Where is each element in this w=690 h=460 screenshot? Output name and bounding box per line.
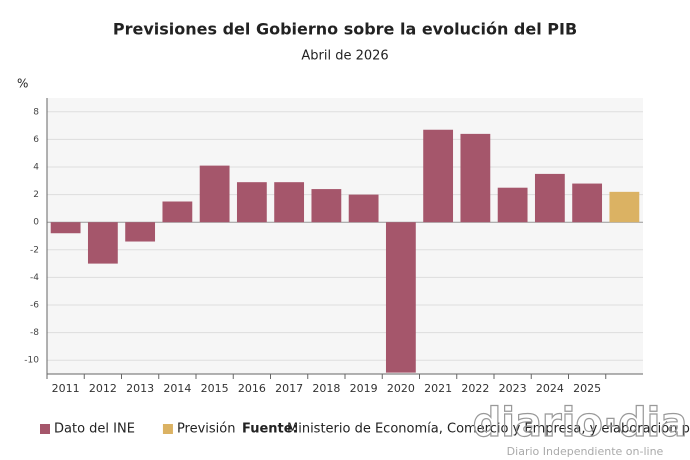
- legend-swatch: [162, 424, 173, 434]
- y-tick-label: 2: [33, 190, 39, 200]
- x-tick-label: 2017: [275, 382, 303, 395]
- x-tick-label: 2011: [52, 382, 80, 395]
- x-tick-label: 2023: [499, 382, 527, 395]
- y-tick-label: 6: [33, 135, 39, 145]
- x-tick-label: 2014: [163, 382, 191, 395]
- x-tick-label: 2021: [424, 382, 452, 395]
- bar: [274, 182, 305, 223]
- y-tick-label: -2: [30, 245, 39, 255]
- bar: [460, 133, 491, 223]
- watermark-sub: Diario Independiente on-line: [507, 445, 664, 458]
- bar: [162, 201, 193, 223]
- x-tick-label: 2013: [126, 382, 154, 395]
- bar: [125, 222, 156, 242]
- watermark: diario·dia: [473, 400, 688, 446]
- y-tick-label: 4: [33, 163, 39, 173]
- y-tick-label: -4: [30, 273, 39, 283]
- y-tick-label: -8: [30, 328, 39, 338]
- legend-label: Dato del INE: [54, 422, 135, 437]
- chart-title: Previsiones del Gobierno sobre la evoluc…: [113, 20, 577, 39]
- x-tick-label: 2025: [573, 382, 601, 395]
- bar: [423, 129, 454, 223]
- x-tick-label: 2019: [350, 382, 378, 395]
- x-tick-label: 2020: [387, 382, 415, 395]
- bar: [572, 183, 603, 223]
- bar: [497, 187, 528, 223]
- chart-subtitle: Abril de 2026: [301, 49, 388, 64]
- y-axis-label: %: [17, 77, 28, 91]
- y-tick-label: -6: [30, 301, 39, 311]
- bar: [311, 189, 342, 223]
- bar: [236, 182, 267, 223]
- y-tick-label: 8: [33, 107, 39, 117]
- bar: [199, 165, 230, 223]
- x-tick-label: 2015: [201, 382, 229, 395]
- source-label: Fuente:: [242, 422, 298, 437]
- legend-swatch: [40, 424, 50, 434]
- x-tick-label: 2018: [312, 382, 340, 395]
- bar: [348, 194, 379, 223]
- x-tick-label: 2022: [461, 382, 489, 395]
- x-tick-label: 2024: [536, 382, 564, 395]
- x-tick-label: 2012: [89, 382, 117, 395]
- bar: [534, 173, 565, 223]
- bar: [50, 222, 81, 234]
- bar: [87, 222, 118, 264]
- legend-label: Previsión: [177, 422, 236, 437]
- bar: [609, 191, 640, 223]
- x-tick-label: 2016: [238, 382, 266, 395]
- y-tick-label: -10: [24, 356, 39, 366]
- source: Ministerio de Economía, Comercio y Empre…: [287, 422, 690, 437]
- y-tick-label: 0: [33, 218, 39, 228]
- bar: [385, 222, 416, 373]
